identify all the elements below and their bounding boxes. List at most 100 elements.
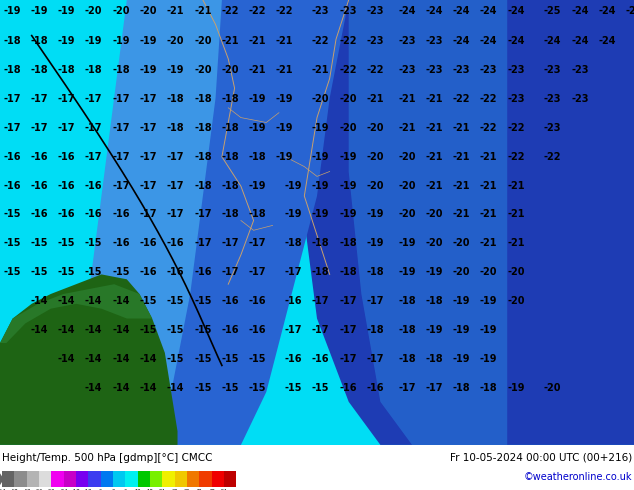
- Text: -17: -17: [366, 354, 384, 364]
- Text: -17: -17: [139, 209, 157, 220]
- Text: -18: -18: [221, 180, 239, 191]
- Text: -19: -19: [285, 209, 302, 220]
- Text: -16: -16: [221, 325, 239, 335]
- Text: -19: -19: [249, 180, 266, 191]
- Text: -21: -21: [480, 209, 498, 220]
- Text: -21: -21: [366, 94, 384, 104]
- Text: -19: -19: [453, 325, 470, 335]
- Bar: [14, 471, 27, 487]
- Text: -42: -42: [22, 489, 31, 490]
- Text: -23: -23: [366, 36, 384, 46]
- Text: -24: -24: [480, 6, 498, 16]
- Text: -24: -24: [453, 6, 470, 16]
- Text: -19: -19: [139, 36, 157, 46]
- Text: -22: -22: [480, 94, 498, 104]
- Text: -17: -17: [167, 209, 184, 220]
- Text: 0: 0: [112, 489, 115, 490]
- Text: -18: -18: [167, 122, 184, 133]
- Text: -24: -24: [598, 36, 616, 46]
- Text: -19: -19: [249, 94, 266, 104]
- Polygon shape: [266, 0, 634, 445]
- Text: -17: -17: [139, 180, 157, 191]
- Text: -17: -17: [58, 122, 75, 133]
- Text: -16: -16: [249, 325, 266, 335]
- Text: -16: -16: [285, 354, 302, 364]
- Text: -17: -17: [221, 267, 239, 277]
- Text: -18: -18: [167, 94, 184, 104]
- Text: -17: -17: [30, 122, 48, 133]
- Text: -22: -22: [249, 6, 266, 16]
- Text: -20: -20: [507, 267, 525, 277]
- Text: -19: -19: [453, 296, 470, 306]
- Text: -19: -19: [285, 180, 302, 191]
- Text: -18: -18: [112, 65, 130, 75]
- Text: -21: -21: [276, 36, 294, 46]
- Text: -15: -15: [30, 267, 48, 277]
- Text: -16: -16: [139, 267, 157, 277]
- Text: -19: -19: [339, 180, 357, 191]
- Text: -19: -19: [425, 267, 443, 277]
- Text: -16: -16: [112, 238, 130, 248]
- Text: -20: -20: [194, 36, 212, 46]
- Text: -15: -15: [285, 383, 302, 393]
- Text: -15: -15: [167, 296, 184, 306]
- Text: -20: -20: [339, 122, 357, 133]
- Text: -14: -14: [58, 354, 75, 364]
- Text: -17: -17: [194, 209, 212, 220]
- Bar: [187, 471, 200, 487]
- Text: -15: -15: [112, 267, 130, 277]
- Text: -17: -17: [398, 383, 416, 393]
- Text: -23: -23: [366, 6, 384, 16]
- Text: -21: -21: [480, 151, 498, 162]
- Text: -23: -23: [453, 65, 470, 75]
- Text: -16: -16: [285, 296, 302, 306]
- Text: -14: -14: [85, 354, 103, 364]
- Text: -15: -15: [249, 354, 266, 364]
- Text: -17: -17: [112, 122, 130, 133]
- Text: -20: -20: [398, 209, 416, 220]
- Text: -23: -23: [425, 36, 443, 46]
- Text: -18: -18: [425, 354, 443, 364]
- Text: -17: -17: [30, 94, 48, 104]
- Text: -19: -19: [507, 383, 525, 393]
- Text: -18: -18: [194, 94, 212, 104]
- Text: -18: -18: [366, 267, 384, 277]
- Text: -22: -22: [339, 36, 357, 46]
- Text: -15: -15: [249, 383, 266, 393]
- Text: -17: -17: [194, 238, 212, 248]
- FancyArrow shape: [0, 471, 4, 487]
- Bar: [101, 471, 113, 487]
- Text: -24: -24: [507, 6, 525, 16]
- Text: -22: -22: [480, 122, 498, 133]
- Text: -17: -17: [112, 94, 130, 104]
- Text: -21: -21: [249, 65, 266, 75]
- Text: 42: 42: [196, 489, 203, 490]
- Text: -16: -16: [339, 383, 357, 393]
- Text: -21: -21: [507, 180, 525, 191]
- Text: -17: -17: [167, 151, 184, 162]
- Text: -20: -20: [366, 180, 384, 191]
- Text: -16: -16: [167, 267, 184, 277]
- Text: -18: -18: [72, 489, 81, 490]
- Text: -20: -20: [312, 94, 330, 104]
- Bar: [150, 471, 162, 487]
- Text: -20: -20: [425, 209, 443, 220]
- Text: -19: -19: [167, 65, 184, 75]
- Text: -17: -17: [167, 180, 184, 191]
- Text: -19: -19: [312, 151, 330, 162]
- Text: -20: -20: [85, 6, 103, 16]
- Text: -17: -17: [312, 325, 330, 335]
- Text: -18: -18: [30, 65, 48, 75]
- Text: -24: -24: [425, 6, 443, 16]
- Text: -17: -17: [85, 151, 103, 162]
- Text: 12: 12: [134, 489, 141, 490]
- Text: -22: -22: [339, 65, 357, 75]
- Text: -17: -17: [3, 122, 21, 133]
- Text: -23: -23: [507, 94, 525, 104]
- Text: -18: -18: [312, 267, 330, 277]
- Text: -18: -18: [194, 180, 212, 191]
- Text: -18: -18: [194, 122, 212, 133]
- Text: -21: -21: [276, 65, 294, 75]
- Text: -19: -19: [366, 238, 384, 248]
- Text: -23: -23: [398, 65, 416, 75]
